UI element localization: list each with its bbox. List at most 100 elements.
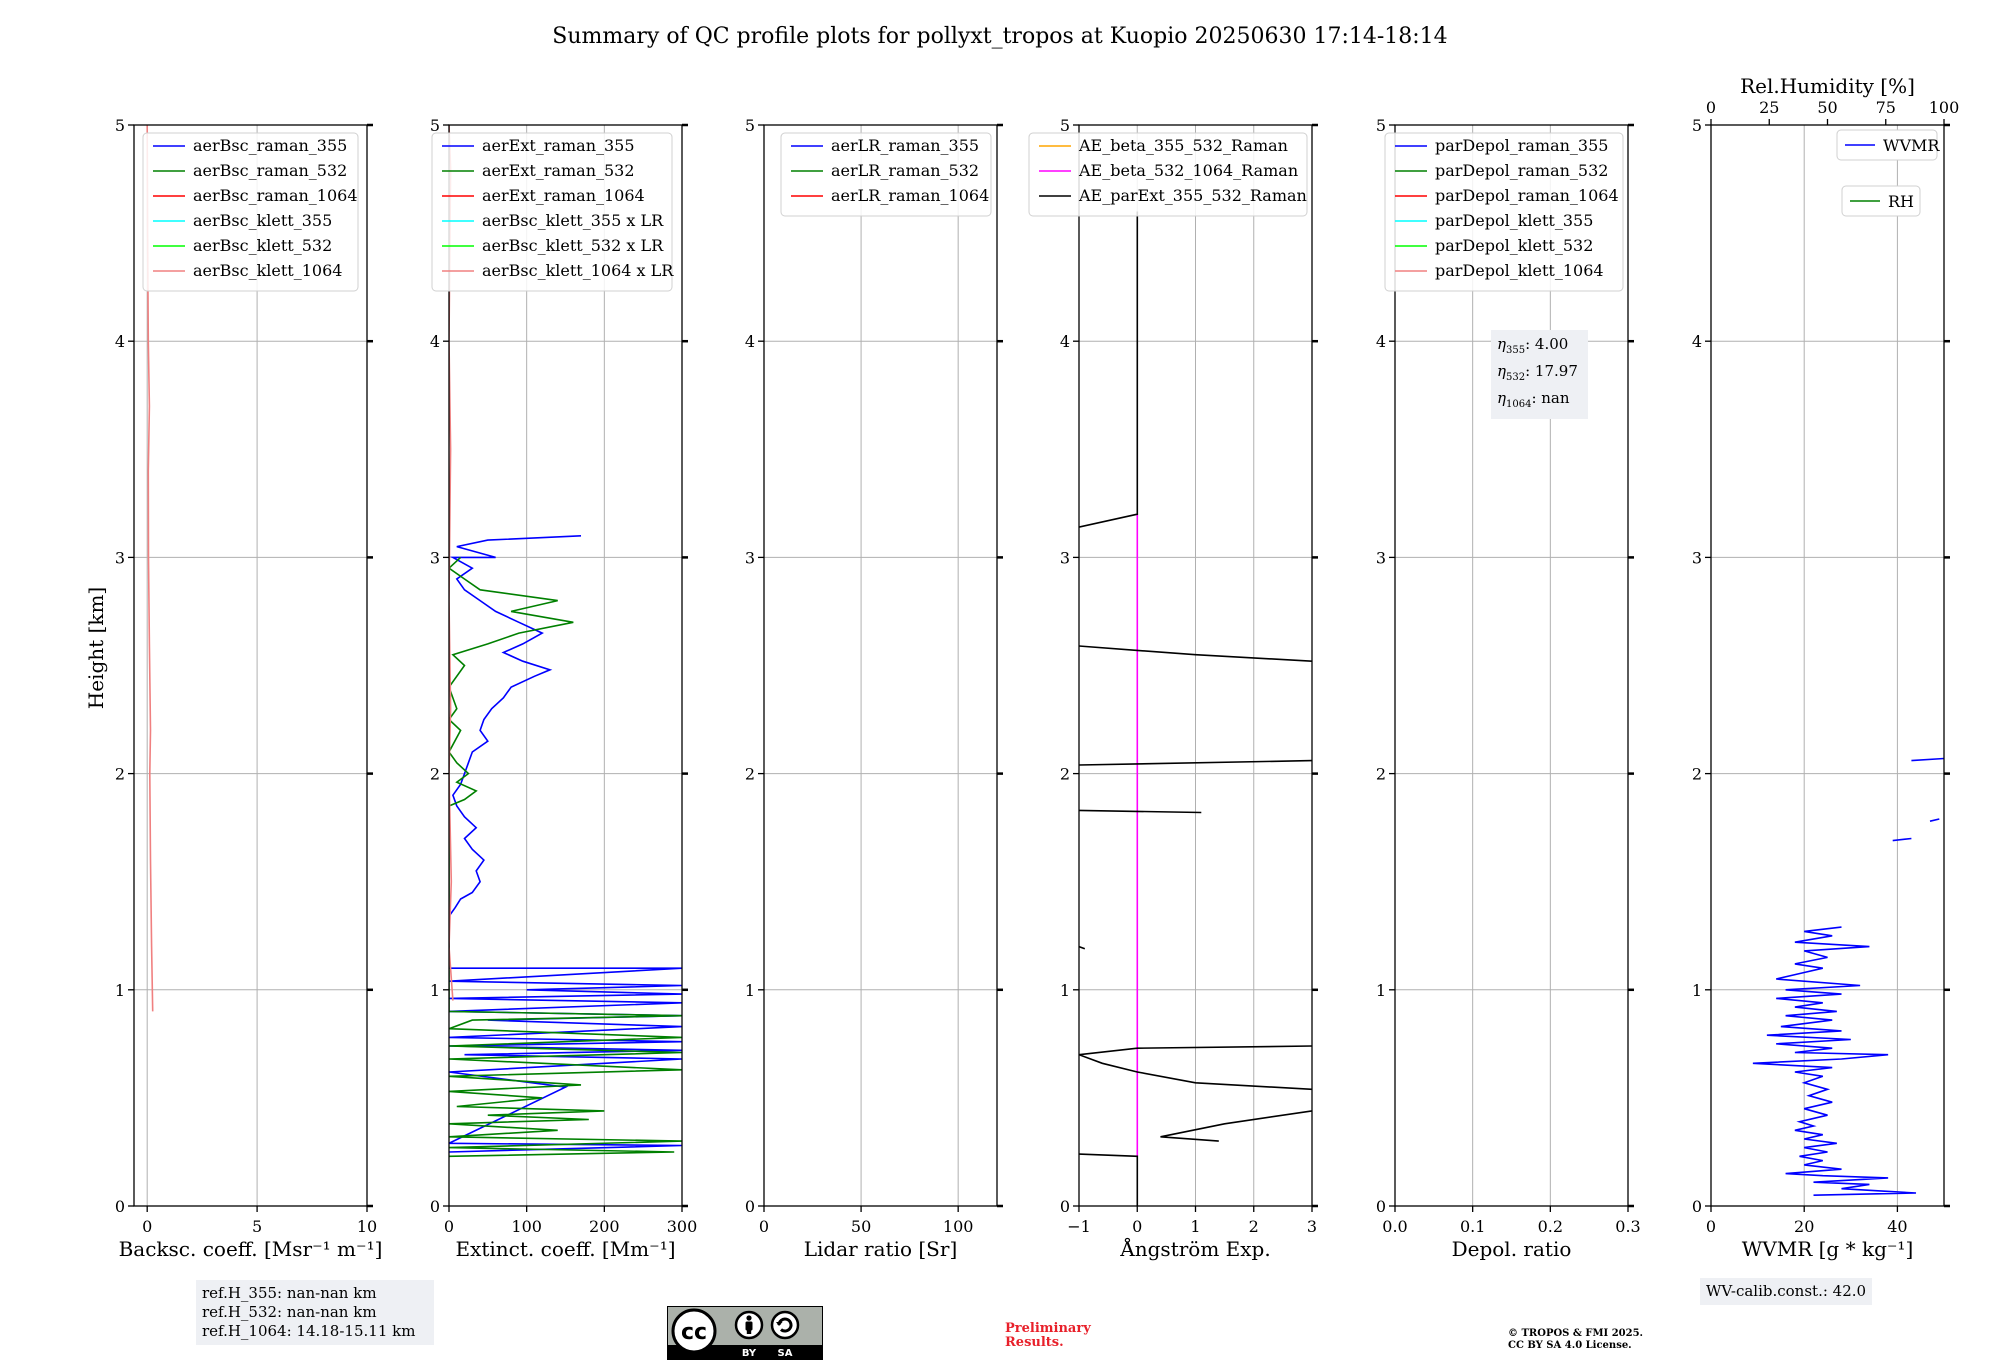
ytick-label-wv-2: 2	[1692, 765, 1702, 784]
ytick-label-bsc-5: 5	[115, 116, 125, 135]
ytick-label-wv-0: 0	[1692, 1197, 1702, 1216]
axes-frame-bsc	[133, 124, 368, 1207]
legend-box-wv-0	[1836, 129, 1938, 161]
ytick-label-wv-1: 1	[1692, 981, 1702, 1000]
top-xtick-label-wv-4: 100	[1929, 98, 1960, 117]
ytick-label-ae-1: 1	[1060, 981, 1070, 1000]
cc-icon	[671, 1308, 717, 1354]
ytick-label-bsc-0: 0	[115, 1197, 125, 1216]
top-xtick-label-wv-0: 0	[1706, 98, 1716, 117]
ytick-label-bsc-2: 2	[115, 765, 125, 784]
legend-ext: aerExt_raman_355 aerExt_raman_532 aerExt_r…	[431, 132, 674, 292]
ytick-label-ae-2: 2	[1060, 765, 1070, 784]
legend-wv: WVMR RH	[1836, 129, 1940, 217]
figure-title: Summary of QC profile plots for pollyxt_…	[552, 24, 1447, 49]
svg-text:cc: cc	[681, 1320, 707, 1345]
series-line-ae-2	[1160, 1110, 1312, 1142]
wv-calib-text: WV-calib.const.: 42.0	[1706, 1282, 1867, 1300]
legend-ae: AE_beta_355_532_Raman AE_beta_532_1064_Ra…	[1028, 132, 1308, 217]
xtick-label-ext-2: 200	[589, 1217, 620, 1236]
legend-box-depol	[1384, 132, 1624, 292]
y-axis-label: Height [km]	[84, 587, 108, 709]
xtick-label-wv-1: 20	[1794, 1217, 1814, 1236]
ytick-label-lr-3: 3	[745, 548, 755, 567]
axes-frame-lr	[763, 124, 998, 1207]
ytick-label-wv-5: 5	[1692, 116, 1702, 135]
x-axis-label-ae: Ångström Exp.	[1119, 1236, 1270, 1261]
legend-label-bsc-3: aerBsc_klett_355	[193, 211, 332, 230]
ytick-label-depol-1: 1	[1376, 981, 1386, 1000]
preliminary-note: Preliminary Results.	[1005, 1322, 1091, 1350]
cc-sa-label: SA	[778, 1348, 793, 1359]
series-line-wv-1	[1892, 837, 1912, 842]
xtick-label-ae-0: −1	[1067, 1217, 1091, 1236]
legend-bsc: aerBsc_raman_355 aerBsc_raman_532 aerBsc_r…	[142, 132, 359, 292]
x-axis-label-bsc: Backsc. coeff. [Msr⁻¹ m⁻¹]	[119, 1237, 383, 1261]
xtick-label-depol-1: 0.1	[1460, 1217, 1485, 1236]
series-line-ae-8	[1079, 211, 1139, 528]
legend-label-lr-2: aerLR_raman_1064	[831, 186, 989, 205]
ytick-label-depol-4: 4	[1376, 332, 1386, 351]
ytick-label-ae-3: 3	[1060, 548, 1070, 567]
top-xtick-label-wv-3: 75	[1876, 98, 1896, 117]
xtick-label-ae-2: 1	[1190, 1217, 1200, 1236]
ytick-label-lr-5: 5	[745, 116, 755, 135]
ytick-label-ext-5: 5	[430, 116, 440, 135]
x-axis-label-depol: Depol. ratio	[1452, 1237, 1572, 1261]
xtick-label-ext-1: 100	[511, 1217, 542, 1236]
xtick-label-wv-2: 40	[1887, 1217, 1907, 1236]
top-xtick-label-wv-2: 50	[1817, 98, 1837, 117]
ytick-label-bsc-3: 3	[115, 548, 125, 567]
top-x-axis-label-wv: Rel.Humidity [%]	[1740, 74, 1915, 98]
ref-height-355: ref.H_355: nan-nan km	[202, 1284, 377, 1302]
legend-label-bsc-0: aerBsc_raman_355	[193, 136, 347, 155]
series-line-ae-7	[1079, 645, 1312, 662]
ytick-label-ext-3: 3	[430, 548, 440, 567]
legend-label-bsc-5: aerBsc_klett_1064	[193, 261, 342, 280]
xtick-label-ext-3: 300	[667, 1217, 698, 1236]
ytick-label-lr-1: 1	[745, 981, 755, 1000]
preliminary-line-2: Results.	[1005, 1335, 1064, 1350]
ytick-label-ext-1: 1	[430, 981, 440, 1000]
legend-label-depol-4: parDepol_klett_532	[1435, 236, 1593, 255]
eta-box: η355: 4.00 η532: 17.97 η1064: nan	[1491, 330, 1588, 419]
x-axis-label-wv: WVMR [g * kg⁻¹]	[1742, 1237, 1914, 1261]
series-line-ext-0	[449, 535, 682, 1153]
legend-label-depol-0: parDepol_raman_355	[1435, 136, 1608, 155]
ytick-label-wv-3: 3	[1692, 548, 1702, 567]
series-line-ae-6	[1079, 759, 1312, 766]
xtick-label-depol-0: 0.0	[1382, 1217, 1407, 1236]
ytick-label-lr-0: 0	[745, 1197, 755, 1216]
legend-box-lr	[780, 132, 992, 217]
copyright-line-1: © TROPOS & FMI 2025.	[1508, 1328, 1644, 1339]
axes-frame-wv	[1710, 124, 1945, 1207]
xtick-label-wv-0: 0	[1706, 1217, 1716, 1236]
xtick-label-bsc-0: 0	[142, 1217, 152, 1236]
xtick-label-ae-4: 3	[1307, 1217, 1317, 1236]
panel-depol: 0 1 2 3 4 5 0.0 0.1 0.2 0.3 Depol. ratio parDepol_r…	[1376, 116, 1641, 1261]
series-line-wv-0	[1752, 926, 1917, 1196]
x-axis-label-lr: Lidar ratio [Sr]	[804, 1237, 958, 1261]
ytick-label-lr-2: 2	[745, 765, 755, 784]
eta-1064: η1064: nan	[1497, 389, 1570, 410]
xtick-label-lr-0: 0	[759, 1217, 769, 1236]
legend-label-bsc-4: aerBsc_klett_532	[193, 236, 332, 255]
x-axis-label-ext: Extinct. coeff. [Mm⁻¹]	[455, 1237, 675, 1261]
top-xtick-label-wv-1: 25	[1759, 98, 1779, 117]
legend-label-wv-1: RH	[1888, 192, 1914, 211]
ytick-label-ae-4: 4	[1060, 332, 1070, 351]
legend-label-bsc-2: aerBsc_raman_1064	[193, 186, 358, 205]
ytick-label-depol-0: 0	[1376, 1197, 1386, 1216]
ytick-label-depol-3: 3	[1376, 548, 1386, 567]
ref-height-532: ref.H_532: nan-nan km	[202, 1303, 377, 1321]
axes-frame-depol	[1394, 124, 1629, 1207]
ytick-label-ext-4: 4	[430, 332, 440, 351]
series-line-ae-5	[1079, 809, 1202, 814]
legend-label-ext-0: aerExt_raman_355	[482, 136, 635, 155]
legend-label-ae-0: AE_beta_355_532_Raman	[1078, 136, 1288, 155]
